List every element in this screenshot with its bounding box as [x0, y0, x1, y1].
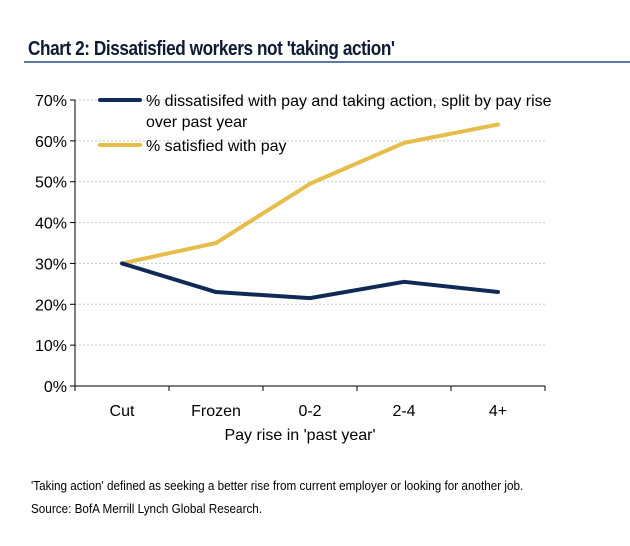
y-axis: 0% 10% 20% 30% 40% 50% 60% 70%: [35, 93, 76, 396]
y-tick-label: 50%: [35, 175, 67, 192]
y-tick-label: 70%: [35, 93, 67, 110]
x-tick-label: Frozen: [191, 403, 241, 420]
line-chart: 0% 10% 20% 30% 40% 50% 60% 70% Cut Frozen 0-2 2-4 4…: [35, 93, 552, 444]
x-axis-label: Pay rise in 'past year': [224, 427, 375, 444]
legend-label: % satisfied with pay: [146, 138, 287, 155]
legend: % dissatisifed with pay and taking actio…: [98, 93, 552, 155]
source-note: Source: BofA Merrill Lynch Global Resear…: [31, 501, 263, 516]
gridlines: [75, 99, 545, 346]
title-divider: [24, 61, 630, 63]
y-tick-label: 30%: [35, 256, 67, 273]
legend-label: over past year: [146, 114, 248, 131]
x-tick-label: 0-2: [298, 403, 321, 420]
x-tick-label: 4+: [489, 403, 507, 420]
y-tick-label: 60%: [35, 134, 67, 151]
series-line-2: [120, 122, 500, 266]
series-line-1: [120, 261, 500, 301]
x-tick-label: Cut: [110, 403, 135, 420]
y-tick-label: 40%: [35, 216, 67, 233]
series-lines: [120, 122, 500, 301]
x-tick-label: 2-4: [392, 403, 415, 420]
footnote: 'Taking action' defined as seeking a bet…: [31, 478, 524, 493]
legend-label: % dissatisifed with pay and taking actio…: [146, 93, 552, 110]
y-tick-label: 0%: [44, 379, 67, 396]
x-axis: Cut Frozen 0-2 2-4 4+ Pay rise in 'past year': [74, 385, 546, 444]
y-tick-label: 10%: [35, 338, 67, 355]
y-tick-label: 20%: [35, 297, 67, 314]
chart-title: Chart 2: Dissatisfied workers not 'takin…: [28, 38, 395, 60]
